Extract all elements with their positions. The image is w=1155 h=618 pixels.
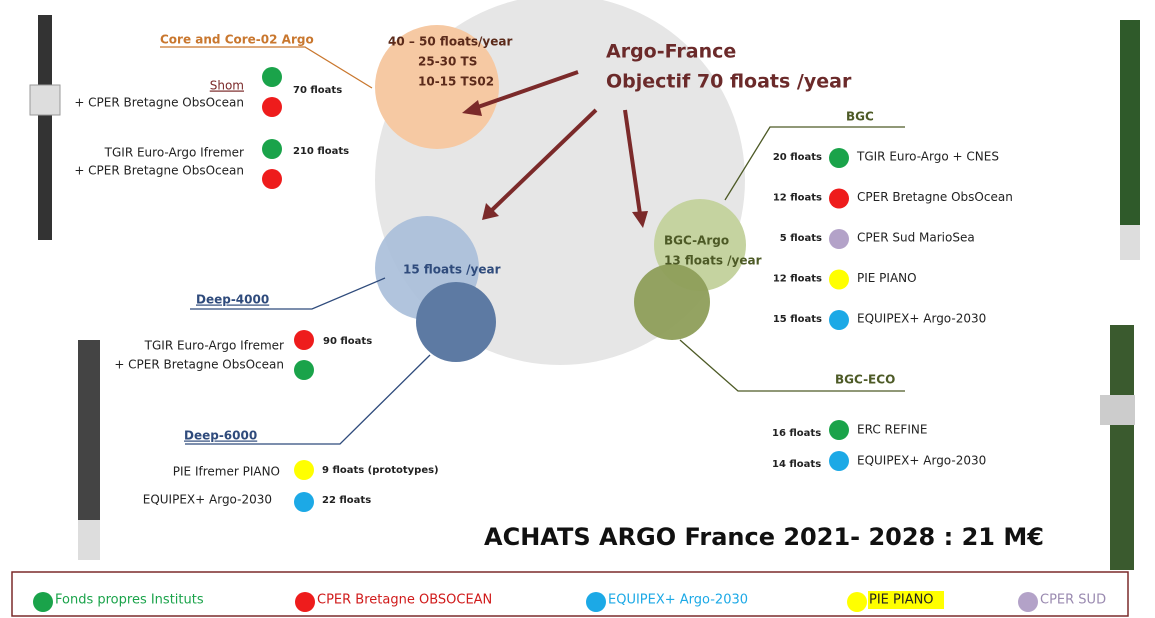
total: ACHATS ARGO France 2021- 2028 : 21 M€ [484, 523, 1044, 551]
float-count: 16 floats [772, 428, 821, 439]
funding-dot [294, 492, 314, 512]
float-count: 12 floats [773, 193, 822, 204]
funder: TGIR Euro-Argo + CNES [856, 150, 999, 164]
title: Argo-France [606, 41, 736, 63]
funding-dot [829, 148, 849, 168]
funder: PIE PIANO [857, 271, 917, 285]
funding-dot [262, 67, 282, 87]
funding-dot [294, 360, 314, 380]
deep-circle [416, 282, 496, 362]
float-image-part [1100, 395, 1135, 425]
float-count: 70 floats [293, 85, 342, 96]
float-count: 210 floats [293, 146, 349, 157]
funder: EQUIPEX+ Argo-2030 [857, 454, 986, 468]
float-count: 20 floats [773, 152, 822, 163]
section-label: Core and Core-02 Argo [160, 33, 314, 47]
circle-text: 40 – 50 floats/year [388, 35, 512, 49]
funding-dot [586, 592, 606, 612]
funding-dot [829, 310, 849, 330]
circle-text: 15 floats /year [403, 263, 501, 277]
funder: PIE Ifremer PIANO [173, 465, 280, 479]
circle-text: 25-30 TS [418, 55, 477, 69]
legend-label: Fonds propres Instituts [55, 593, 204, 608]
legend-label: EQUIPEX+ Argo-2030 [608, 593, 748, 608]
funding-dot [262, 97, 282, 117]
funder: TGIR Euro-Argo Ifremer [104, 146, 244, 160]
circle-text: 10-15 TS02 [418, 75, 494, 89]
funder: CPER Bretagne ObsOcean [857, 190, 1013, 204]
legend-label: PIE PIANO [869, 593, 934, 608]
funder: TGIR Euro-Argo Ifremer [144, 339, 284, 353]
funder: Shom [210, 79, 244, 93]
funding-dot [295, 592, 315, 612]
legend-label: CPER Bretagne OBSOCEAN [317, 593, 492, 608]
float-image [1120, 20, 1140, 260]
float-count: 5 floats [780, 233, 822, 244]
circle-text: 13 floats /year [664, 254, 762, 268]
funding-dot [33, 592, 53, 612]
funder: EQUIPEX+ Argo-2030 [857, 312, 986, 326]
funder: ERC REFINE [857, 423, 927, 437]
section-label: Deep-6000 [184, 429, 257, 443]
float-image [1110, 325, 1134, 570]
legend-label: CPER SUD [1040, 593, 1106, 608]
float-count: 22 floats [322, 495, 371, 506]
funding-dot [262, 139, 282, 159]
float-image-part [78, 520, 100, 560]
bgc-circle [634, 264, 710, 340]
float-count: 9 floats (prototypes) [322, 465, 439, 476]
funding-dot [262, 169, 282, 189]
float-count: 12 floats [773, 274, 822, 285]
funding-dot [847, 592, 867, 612]
funder: CPER Sud MarioSea [857, 231, 975, 245]
float-count: 90 floats [323, 336, 372, 347]
funding-dot [829, 270, 849, 290]
funding-dot [294, 330, 314, 350]
float-count: 14 floats [772, 459, 821, 470]
circle-text: BGC-Argo [664, 234, 729, 248]
float-image-part [1120, 225, 1140, 260]
section-label: Deep-4000 [196, 293, 269, 307]
float-image-part [30, 85, 60, 115]
infographic: Argo-France Objectif 70 floats /year Cor… [0, 0, 1155, 618]
funding-dot [829, 451, 849, 471]
funding-dot [829, 420, 849, 440]
funding-dot [829, 189, 849, 209]
funding-dot [829, 229, 849, 249]
funding-dot [1018, 592, 1038, 612]
float-image [38, 15, 52, 240]
section-label: BGC [846, 110, 874, 124]
subtitle: Objectif 70 floats /year [606, 71, 852, 93]
section-label: BGC-ECO [835, 373, 895, 387]
float-count: 15 floats [773, 314, 822, 325]
funder: EQUIPEX+ Argo-2030 [143, 493, 272, 507]
funder: + CPER Bretagne ObsOcean [74, 164, 244, 178]
funder: + CPER Bretagne ObsOcean [114, 358, 284, 372]
funder: + CPER Bretagne ObsOcean [74, 96, 244, 110]
funding-dot [294, 460, 314, 480]
